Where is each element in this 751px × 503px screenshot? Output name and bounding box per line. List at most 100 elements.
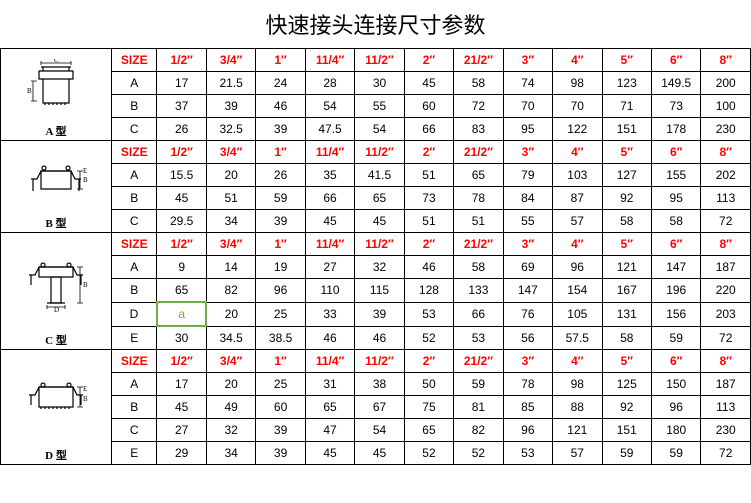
dim-value: 74 — [503, 72, 552, 95]
dim-value: 85 — [503, 396, 552, 419]
size-col-header: 1″ — [256, 49, 305, 72]
dim-value: 45 — [404, 72, 453, 95]
dim-value: 46 — [256, 95, 305, 118]
dim-label: A — [112, 164, 157, 187]
dim-value: 187 — [701, 373, 751, 396]
dim-value: 203 — [701, 302, 751, 326]
dim-value: 100 — [701, 95, 751, 118]
dim-value: 149.5 — [651, 72, 700, 95]
dim-label: D — [112, 302, 157, 326]
dim-value: 151 — [602, 419, 651, 442]
dim-value: 51 — [404, 210, 453, 233]
dim-value: 66 — [404, 118, 453, 141]
size-header: SIZE — [112, 49, 157, 72]
dim-value: 45 — [305, 442, 354, 465]
dim-value: 14 — [206, 256, 255, 279]
dim-value: 46 — [404, 256, 453, 279]
dim-value: 128 — [404, 279, 453, 303]
size-col-header: 5″ — [602, 49, 651, 72]
dim-value: 32 — [206, 419, 255, 442]
dim-value: 58 — [602, 210, 651, 233]
dim-value: 34.5 — [206, 326, 255, 350]
dim-value: 58 — [454, 72, 503, 95]
dim-label: C — [112, 419, 157, 442]
dim-value: 71 — [602, 95, 651, 118]
dim-value: 38.5 — [256, 326, 305, 350]
dim-value: 121 — [602, 256, 651, 279]
dim-label: B — [112, 279, 157, 303]
dim-value: 105 — [553, 302, 602, 326]
dim-value: 34 — [206, 210, 255, 233]
dim-value: 65 — [157, 279, 206, 303]
size-col-header: 6″ — [651, 350, 700, 373]
dim-value: 51 — [206, 187, 255, 210]
dim-value: 59 — [454, 373, 503, 396]
dim-value: 54 — [305, 95, 354, 118]
dim-value: 82 — [454, 419, 503, 442]
size-col-header: 6″ — [651, 233, 700, 256]
svg-text:B: B — [83, 395, 88, 403]
dim-value: 125 — [602, 373, 651, 396]
type-diagram: E B D 型 — [1, 350, 112, 465]
dim-value: 96 — [256, 279, 305, 303]
dim-value: 78 — [454, 187, 503, 210]
size-col-header: 4″ — [553, 233, 602, 256]
type-label: B 型 — [1, 215, 111, 231]
dim-value: 56 — [503, 326, 552, 350]
dim-value: 53 — [454, 326, 503, 350]
dim-value: 45 — [157, 187, 206, 210]
size-col-header: 2″ — [404, 233, 453, 256]
dim-value: 113 — [701, 187, 751, 210]
size-col-header: 11/4″ — [305, 141, 354, 164]
dim-value: 52 — [404, 326, 453, 350]
dim-value: 51 — [404, 164, 453, 187]
dim-value: 75 — [404, 396, 453, 419]
dim-value: 59 — [651, 326, 700, 350]
dim-value: 178 — [651, 118, 700, 141]
dim-value: 31 — [305, 373, 354, 396]
size-col-header: 2″ — [404, 49, 453, 72]
dim-value: 47.5 — [305, 118, 354, 141]
type-label: D 型 — [1, 447, 111, 463]
type-label: C 型 — [1, 332, 111, 348]
type-label: A 型 — [1, 123, 111, 139]
dim-value: 67 — [355, 396, 404, 419]
dim-value: 57 — [553, 210, 602, 233]
dim-value: 88 — [553, 396, 602, 419]
size-col-header: 4″ — [553, 350, 602, 373]
dim-value: 187 — [701, 256, 751, 279]
dim-value: 150 — [651, 373, 700, 396]
dim-value: 53 — [503, 442, 552, 465]
size-col-header: 4″ — [553, 49, 602, 72]
dim-value: 33 — [305, 302, 354, 326]
dim-value: 156 — [651, 302, 700, 326]
dim-value: 39 — [355, 302, 404, 326]
size-col-header: 1/2″ — [157, 49, 206, 72]
dim-value: 58 — [651, 210, 700, 233]
dim-value: 52 — [404, 442, 453, 465]
dim-label: E — [112, 326, 157, 350]
dim-value: 200 — [701, 72, 751, 95]
size-col-header: 1″ — [256, 350, 305, 373]
dim-value: 50 — [404, 373, 453, 396]
size-col-header: 8″ — [701, 233, 751, 256]
svg-text:B: B — [83, 176, 88, 184]
dim-value: 87 — [553, 187, 602, 210]
size-col-header: 5″ — [602, 350, 651, 373]
size-col-header: 5″ — [602, 233, 651, 256]
dim-value: 55 — [355, 95, 404, 118]
size-header: SIZE — [112, 233, 157, 256]
dim-value: 180 — [651, 419, 700, 442]
dim-value: 30 — [157, 326, 206, 350]
dim-value: 26 — [256, 164, 305, 187]
size-col-header: 5″ — [602, 141, 651, 164]
dim-value: 52 — [454, 442, 503, 465]
dim-value: 57 — [553, 442, 602, 465]
dim-value: 20 — [206, 373, 255, 396]
dim-value: 81 — [454, 396, 503, 419]
dim-value: 21.5 — [206, 72, 255, 95]
dim-value: 96 — [651, 396, 700, 419]
dim-value: 27 — [305, 256, 354, 279]
svg-text:C: C — [54, 59, 59, 64]
dim-value: 92 — [602, 187, 651, 210]
